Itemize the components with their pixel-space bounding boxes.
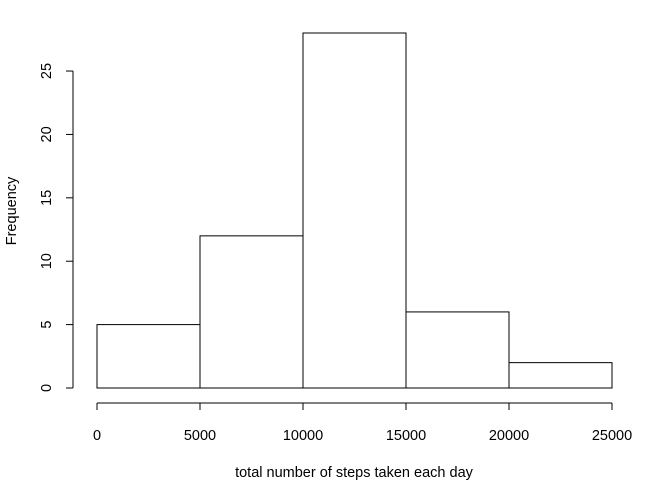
x-axis: 0 5000 10000 15000 20000 25000 bbox=[93, 402, 632, 444]
histogram-bar-1 bbox=[199, 235, 304, 389]
x-tick-label: 20000 bbox=[489, 428, 529, 444]
y-axis-label: Frequency bbox=[4, 176, 20, 245]
y-tick-label: 0 bbox=[39, 384, 55, 392]
y-tick-label: 5 bbox=[39, 321, 55, 329]
bars-layer bbox=[96, 32, 613, 389]
y-tick-label: 10 bbox=[39, 253, 55, 269]
x-tick-label: 15000 bbox=[386, 428, 426, 444]
y-axis: 0 5 10 15 20 25 bbox=[39, 63, 74, 392]
histogram-bar-0 bbox=[96, 324, 201, 389]
histogram-bar-3 bbox=[405, 311, 510, 389]
x-tick-label: 5000 bbox=[184, 428, 216, 444]
y-tick-label: 20 bbox=[39, 126, 55, 142]
histogram-bar-2 bbox=[302, 32, 407, 389]
x-tick-label: 25000 bbox=[592, 428, 632, 444]
y-tick-label: 25 bbox=[39, 63, 55, 79]
y-tick-label: 15 bbox=[39, 190, 55, 206]
x-tick-label: 0 bbox=[93, 428, 101, 444]
x-axis-label: total number of steps taken each day bbox=[235, 465, 474, 480]
histogram-bar-4 bbox=[508, 362, 613, 389]
x-tick-label: 10000 bbox=[283, 428, 323, 444]
